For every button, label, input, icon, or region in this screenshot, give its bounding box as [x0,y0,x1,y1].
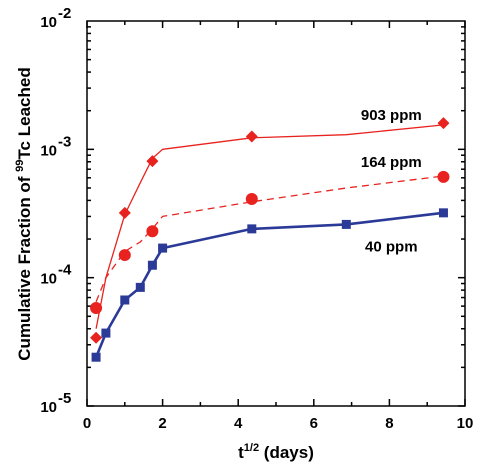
data-point [135,282,145,292]
x-tick-label: 8 [385,415,393,432]
data-point [437,170,450,183]
plot-frame [86,20,466,407]
data-point [245,193,258,206]
data-point [437,117,450,130]
y-tick-label-base: 10 [40,399,57,416]
y-tick-label: 10 [40,142,57,159]
y-tick-label: 10 [40,14,57,31]
data-point [247,224,257,234]
data-point [91,352,101,362]
series-annotation: 903 ppm [361,107,422,124]
y-tick-label-base: 10 [40,14,57,31]
x-tick-labels: 0 2 4 6 8 10 [83,415,474,432]
y-tick-labels: 10-510-410-310-2 [40,5,72,416]
y-tick-label-exp: -4 [58,262,72,279]
x-tick-label: 0 [83,415,91,432]
y-axis-title: Cumulative Fraction of 99Tc Leached [14,67,34,360]
series-line [95,175,444,302]
x-tick-label: 6 [310,415,318,432]
y-axis-title-post: Tc Leached [15,67,34,159]
y-tick-label-base: 10 [40,271,57,288]
x-axis-title-sup: 1/2 [244,442,259,454]
y-tick-label-exp: -2 [58,5,71,22]
series-annotations: 903 ppm 164 ppm 40 ppm [361,107,422,256]
x-axis-title: t1/2 (days) [238,442,314,462]
data-point [438,208,448,218]
data-point [90,302,103,315]
x-axis-title-rest: (days) [259,443,314,462]
x-tick-label: 10 [457,415,474,432]
x-axis-title-base: t [238,443,244,462]
data-point [118,206,131,219]
data-point [120,295,130,305]
axis-ticks [86,21,466,407]
y-axis-title-pre: Cumulative Fraction of [15,172,34,361]
x-tick-label: 2 [158,415,166,432]
x-tick-label: 4 [234,415,243,432]
data-point [147,260,157,270]
y-tick-label: 10 [40,399,57,416]
series-annotation: 40 ppm [365,238,418,255]
data-point [146,225,159,238]
data-point [118,249,131,262]
data-point [101,328,111,338]
data-point [90,331,103,344]
data-point [146,155,159,168]
y-tick-label: 10 [40,271,57,288]
data-point [158,243,168,253]
y-tick-label-exp: -5 [58,390,71,407]
y-tick-label-base: 10 [40,142,57,159]
data-point [341,219,351,229]
series-markers [90,117,450,362]
data-point [245,130,258,143]
series-annotation: 164 ppm [361,154,422,171]
y-tick-label-exp: -3 [58,133,71,150]
y-axis-title-sup: 99 [14,160,26,172]
